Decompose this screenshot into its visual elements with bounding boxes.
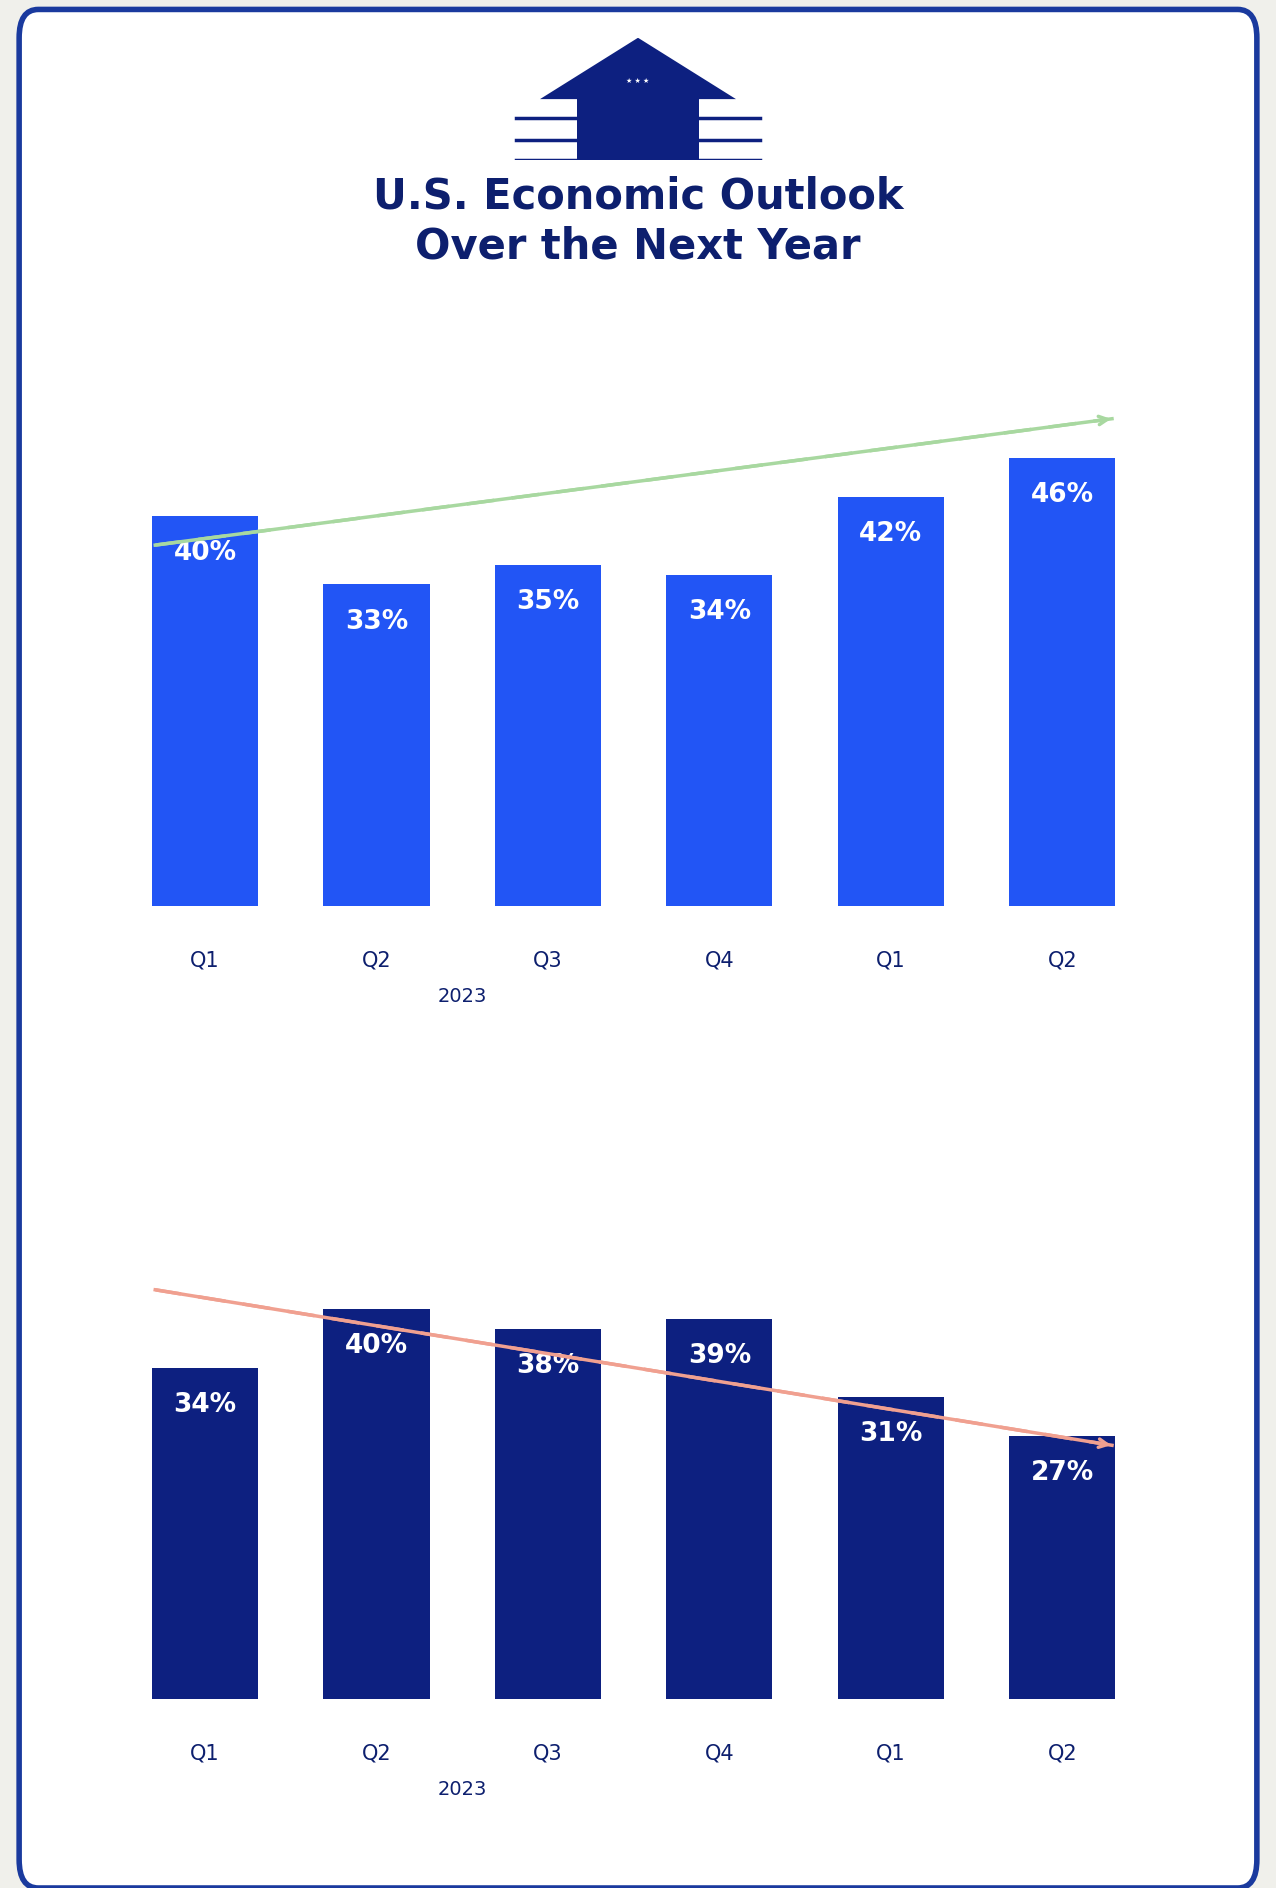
- Text: 2023: 2023: [438, 987, 487, 1006]
- Bar: [152, 1367, 258, 1699]
- Text: Q2: Q2: [1048, 950, 1077, 970]
- Bar: [323, 583, 430, 906]
- Bar: [495, 565, 601, 906]
- Text: 38%: 38%: [517, 1354, 579, 1378]
- Text: Q1: Q1: [190, 1743, 219, 1763]
- Text: 31%: 31%: [859, 1422, 923, 1448]
- Text: 42%: 42%: [859, 521, 923, 548]
- Text: Q2: Q2: [1048, 1743, 1077, 1763]
- Bar: [495, 1329, 601, 1699]
- FancyBboxPatch shape: [762, 957, 1208, 1037]
- FancyBboxPatch shape: [77, 1750, 849, 1829]
- Text: 34%: 34%: [174, 1391, 236, 1418]
- Text: 2024: 2024: [949, 987, 1004, 1006]
- Text: 40%: 40%: [345, 1333, 408, 1359]
- Text: 2023: 2023: [438, 1780, 487, 1799]
- Bar: [837, 497, 944, 906]
- Text: 46%: 46%: [1031, 481, 1094, 508]
- Text: Q2: Q2: [361, 950, 392, 970]
- Text: Q1: Q1: [877, 950, 906, 970]
- Legend: Much/Somewhat better: Much/Somewhat better: [167, 1138, 486, 1176]
- FancyBboxPatch shape: [77, 957, 849, 1037]
- Text: Q3: Q3: [533, 950, 563, 970]
- Text: Q4: Q4: [704, 1743, 734, 1763]
- Text: 35%: 35%: [517, 589, 579, 615]
- Text: Q1: Q1: [190, 950, 219, 970]
- Text: Q4: Q4: [704, 950, 734, 970]
- Text: 39%: 39%: [688, 1342, 752, 1369]
- Bar: [666, 1318, 772, 1699]
- Bar: [666, 574, 772, 906]
- Text: U.S. Economic Outlook
Over the Next Year: U.S. Economic Outlook Over the Next Year: [373, 176, 903, 268]
- Text: Q3: Q3: [533, 1743, 563, 1763]
- Text: 40%: 40%: [174, 540, 236, 566]
- Text: 27%: 27%: [1031, 1459, 1094, 1486]
- Text: 2024: 2024: [949, 1780, 1004, 1799]
- Bar: [1009, 457, 1115, 906]
- FancyBboxPatch shape: [19, 9, 1257, 1888]
- Polygon shape: [577, 98, 699, 160]
- Bar: [1009, 1435, 1115, 1699]
- FancyBboxPatch shape: [762, 1750, 1208, 1829]
- Text: 33%: 33%: [345, 608, 408, 634]
- Bar: [837, 1397, 944, 1699]
- Text: ★ ★ ★: ★ ★ ★: [627, 77, 649, 83]
- Text: 34%: 34%: [688, 598, 750, 625]
- Text: Q2: Q2: [361, 1743, 392, 1763]
- Text: Q1: Q1: [877, 1743, 906, 1763]
- Bar: [323, 1308, 430, 1699]
- Bar: [152, 515, 258, 906]
- Polygon shape: [540, 38, 736, 98]
